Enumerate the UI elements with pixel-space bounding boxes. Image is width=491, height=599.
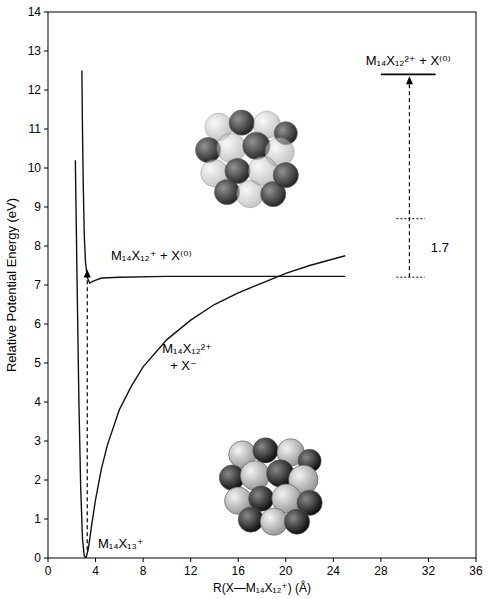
y-tick bbox=[44, 519, 48, 520]
plot-marks bbox=[75, 71, 435, 559]
x-tick bbox=[333, 558, 334, 562]
x-tick bbox=[238, 558, 239, 562]
x-tick bbox=[380, 558, 381, 562]
cluster-atom bbox=[229, 110, 254, 135]
x-tick-label: 24 bbox=[327, 564, 341, 578]
arrow-head bbox=[406, 76, 413, 84]
x-axis-title: R(X—M₁₄X₁₂⁺) (Å) bbox=[213, 580, 311, 595]
y-tick bbox=[44, 558, 48, 559]
cluster-atom bbox=[214, 179, 239, 204]
transition-arrow bbox=[87, 276, 88, 550]
y-tick-label: 11 bbox=[29, 122, 42, 136]
x-tick bbox=[285, 558, 286, 562]
x-tick-label: 16 bbox=[232, 564, 246, 578]
energy-level-label: M₁₄X₁₂²⁺ + X⁽⁰⁾ bbox=[366, 53, 451, 68]
y-tick-label: 14 bbox=[28, 5, 42, 19]
cluster-atom bbox=[217, 133, 246, 162]
x-tick-label: 32 bbox=[422, 564, 436, 578]
x-tick bbox=[190, 558, 191, 562]
x-tick bbox=[476, 558, 477, 562]
y-tick bbox=[44, 168, 48, 169]
energy-level bbox=[381, 74, 436, 76]
x-tick bbox=[143, 558, 144, 562]
cluster-atom bbox=[260, 508, 287, 535]
y-tick-label: 6 bbox=[34, 317, 41, 331]
y-tick-label: 0 bbox=[34, 551, 41, 565]
x-tick bbox=[95, 558, 96, 562]
y-tick bbox=[44, 51, 48, 52]
y-tick-label: 7 bbox=[34, 278, 41, 292]
energy-curve bbox=[82, 71, 345, 284]
curve-label: M₁₄X₁₂²⁺ + X⁻ bbox=[162, 341, 212, 373]
cluster-atom bbox=[284, 509, 309, 534]
cluster-atom bbox=[253, 438, 278, 463]
y-tick bbox=[44, 90, 48, 91]
energy-curve bbox=[75, 160, 345, 558]
y-tick bbox=[44, 324, 48, 325]
reference-line bbox=[396, 277, 425, 278]
y-tick-label: 9 bbox=[34, 200, 41, 214]
y-tick bbox=[44, 402, 48, 403]
x-tick-label: 20 bbox=[279, 564, 293, 578]
x-tick-label: 12 bbox=[184, 564, 198, 578]
curve-label-line: + X⁻ bbox=[170, 358, 197, 373]
curve-label-line: M₁₄X₁₂²⁺ bbox=[162, 341, 212, 356]
y-tick-label: 12 bbox=[28, 83, 42, 97]
x-tick bbox=[428, 558, 429, 562]
annotation: M₁₄X₁₃⁺ bbox=[98, 536, 144, 551]
y-tick-label: 1 bbox=[34, 512, 41, 526]
y-tick-label: 4 bbox=[34, 395, 41, 409]
cluster-atom bbox=[240, 461, 269, 490]
y-tick bbox=[44, 285, 48, 286]
cluster-atom bbox=[261, 182, 286, 207]
y-tick bbox=[44, 363, 48, 364]
annotation: 1.7 bbox=[431, 240, 449, 255]
y-tick bbox=[44, 441, 48, 442]
y-tick bbox=[44, 246, 48, 247]
y-tick bbox=[44, 207, 48, 208]
x-tick-label: 4 bbox=[92, 564, 99, 578]
y-tick-label: 13 bbox=[28, 44, 42, 58]
y-tick-label: 2 bbox=[34, 473, 41, 487]
y-tick-label: 5 bbox=[34, 356, 41, 370]
x-tick bbox=[48, 558, 49, 562]
cluster-image bbox=[219, 438, 322, 536]
y-tick-label: 10 bbox=[28, 161, 42, 175]
transition-arrow bbox=[409, 83, 410, 277]
plot-frame bbox=[48, 12, 476, 558]
y-axis-title: Relative Potential Energy (eV) bbox=[4, 198, 19, 372]
x-tick-label: 8 bbox=[140, 564, 147, 578]
arrow-head bbox=[84, 269, 91, 277]
curve-label: M₁₄X₁₂⁺ + X⁽⁰⁾ bbox=[111, 248, 192, 263]
cluster-atom bbox=[236, 180, 263, 207]
x-tick-label: 28 bbox=[374, 564, 388, 578]
y-tick bbox=[44, 12, 48, 13]
y-tick-label: 8 bbox=[34, 239, 41, 253]
x-tick-label: 36 bbox=[469, 564, 483, 578]
y-tick bbox=[44, 480, 48, 481]
chart: 0123456789101112131404812162024283236R(X… bbox=[0, 0, 491, 599]
y-tick bbox=[44, 129, 48, 130]
x-tick-label: 0 bbox=[45, 564, 52, 578]
y-tick-label: 3 bbox=[34, 434, 41, 448]
reference-line bbox=[396, 218, 425, 219]
cluster-atom bbox=[238, 507, 263, 532]
cluster-image bbox=[196, 110, 299, 208]
